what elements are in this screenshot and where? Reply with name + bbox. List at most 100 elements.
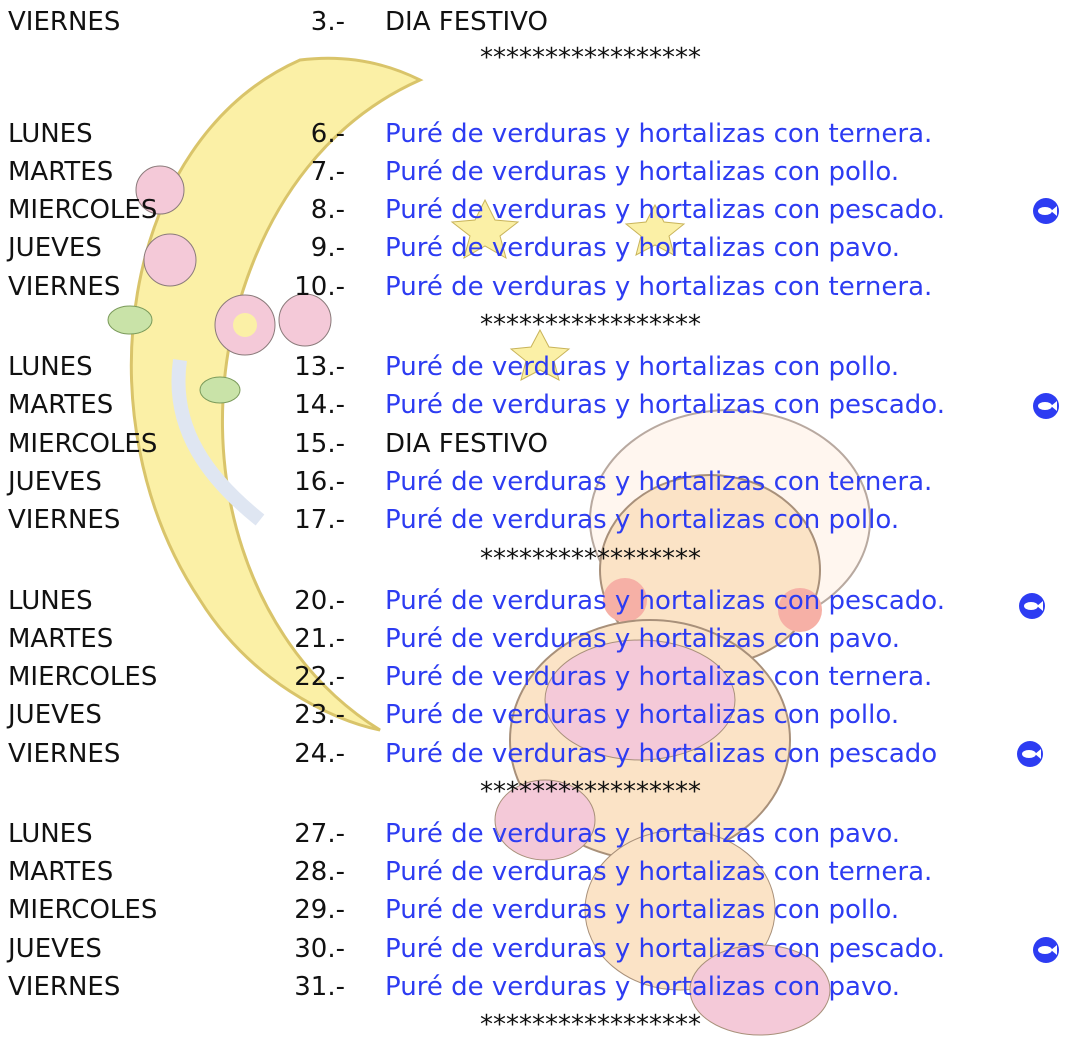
day: MARTES	[8, 624, 114, 654]
day-number: 23.-	[294, 700, 345, 730]
day: MARTES	[8, 857, 114, 887]
fish-icon	[1033, 198, 1059, 224]
menu-row: MIERCOLES 8.- Puré de verduras y hortaliza…	[0, 195, 1068, 225]
day-number: 15.-	[294, 429, 345, 459]
menu-row: JUEVES 23.- Puré de verduras y hortalizas …	[0, 700, 1068, 730]
day: MIERCOLES	[8, 895, 158, 925]
dish: Puré de verduras y hortalizas con pollo.	[385, 157, 900, 187]
menu-row: VIERNES 3.- DIA FESTIVO	[0, 7, 1068, 37]
dish: Puré de verduras y hortalizas con pollo.	[385, 895, 900, 925]
day-number: 28.-	[294, 857, 345, 887]
menu-row: MARTES 14.- Puré de verduras y hortalizas …	[0, 390, 1068, 420]
menu-row: VIERNES 31.- Puré de verduras y hortalizas…	[0, 972, 1068, 1002]
menu-row: MIERCOLES 22.- Puré de verduras y hortaliz…	[0, 662, 1068, 692]
day-number: 14.-	[294, 390, 345, 420]
day-number: 7.-	[310, 157, 345, 187]
separator: *****************	[480, 544, 701, 574]
dish: Puré de verduras y hortalizas con pavo.	[385, 819, 901, 849]
day: MARTES	[8, 157, 114, 187]
day: JUEVES	[8, 233, 102, 263]
day: MIERCOLES	[8, 195, 158, 225]
menu-row: JUEVES 16.- Puré de verduras y hortalizas …	[0, 467, 1068, 497]
dish: DIA FESTIVO	[385, 429, 548, 459]
day-number: 30.-	[294, 934, 345, 964]
day: MARTES	[8, 390, 114, 420]
flowers	[107, 165, 332, 526]
fish-icon	[1017, 741, 1043, 767]
day: VIERNES	[8, 739, 121, 769]
day-number: 29.-	[294, 895, 345, 925]
dish: DIA FESTIVO	[385, 7, 548, 37]
dish: Puré de verduras y hortalizas con pavo.	[385, 624, 901, 654]
menu-row: MARTES 21.- Puré de verduras y hortalizas …	[0, 624, 1068, 654]
day: JUEVES	[8, 700, 102, 730]
separator: *****************	[480, 777, 701, 807]
day-number: 27.-	[294, 819, 345, 849]
day-number: 3.-	[310, 7, 345, 37]
day: VIERNES	[8, 972, 121, 1002]
fish-icon	[1033, 937, 1059, 963]
day: JUEVES	[8, 467, 102, 497]
dish: Puré de verduras y hortalizas con pollo.	[385, 700, 900, 730]
separator: *****************	[480, 43, 701, 73]
menu-row: MARTES 7.- Puré de verduras y hortalizas c…	[0, 157, 1068, 187]
dish: Puré de verduras y hortalizas con terner…	[385, 119, 933, 149]
menu-row: JUEVES 30.- Puré de verduras y hortalizas …	[0, 934, 1068, 964]
day: LUNES	[8, 119, 93, 149]
menu-row: VIERNES 17.- Puré de verduras y hortalizas…	[0, 505, 1068, 535]
stars	[450, 198, 686, 381]
day: VIERNES	[8, 272, 121, 302]
separator: *****************	[480, 1010, 701, 1040]
day: VIERNES	[8, 505, 121, 535]
menu-row: LUNES 20.- Puré de verduras y hortalizas c…	[0, 586, 1068, 616]
day-number: 24.-	[294, 739, 345, 769]
menu-row: VIERNES 10.- Puré de verduras y hortalizas…	[0, 272, 1068, 302]
day-number: 20.-	[294, 586, 345, 616]
menu-row: LUNES 27.- Puré de verduras y hortalizas c…	[0, 819, 1068, 849]
day-number: 22.-	[294, 662, 345, 692]
menu-row: MARTES 28.- Puré de verduras y hortalizas …	[0, 857, 1068, 887]
dish: Puré de verduras y hortalizas con pescad…	[385, 195, 946, 225]
menu-row: MIERCOLES 15.- DIA FESTIVO	[0, 429, 1068, 459]
day: JUEVES	[8, 934, 102, 964]
fish-icon	[1033, 393, 1059, 419]
day-number: 8.-	[310, 195, 345, 225]
day: MIERCOLES	[8, 662, 158, 692]
dish: Puré de verduras y hortalizas con pavo.	[385, 972, 901, 1002]
fish-icon	[1019, 593, 1045, 619]
menu-row: LUNES 6.- Puré de verduras y hortalizas co…	[0, 119, 1068, 149]
moon	[129, 56, 424, 732]
dish: Puré de verduras y hortalizas con terner…	[385, 467, 933, 497]
dish: Puré de verduras y hortalizas con terner…	[385, 857, 933, 887]
dish: Puré de verduras y hortalizas con pescad…	[385, 739, 938, 769]
day: LUNES	[8, 586, 93, 616]
day-number: 9.-	[310, 233, 345, 263]
day-number: 10.-	[294, 272, 345, 302]
baby	[494, 409, 871, 1036]
day-number: 16.-	[294, 467, 345, 497]
dish: Puré de verduras y hortalizas con pescad…	[385, 934, 946, 964]
dish: Puré de verduras y hortalizas con pavo.	[385, 233, 901, 263]
menu-row: LUNES 13.- Puré de verduras y hortalizas c…	[0, 352, 1068, 382]
menu-row: VIERNES 24.- Puré de verduras y hortalizas…	[0, 739, 1068, 769]
dish: Puré de verduras y hortalizas con pescad…	[385, 390, 946, 420]
dish: Puré de verduras y hortalizas con pollo.	[385, 505, 900, 535]
day: LUNES	[8, 819, 93, 849]
day-number: 17.-	[294, 505, 345, 535]
day: MIERCOLES	[8, 429, 158, 459]
menu-row: JUEVES 9.- Puré de verduras y hortalizas c…	[0, 233, 1068, 263]
day-number: 13.-	[294, 352, 345, 382]
day-number: 31.-	[294, 972, 345, 1002]
day: VIERNES	[8, 7, 121, 37]
day: LUNES	[8, 352, 93, 382]
day-number: 21.-	[294, 624, 345, 654]
menu-row: MIERCOLES 29.- Puré de verduras y hortaliz…	[0, 895, 1068, 925]
dish: Puré de verduras y hortalizas con pollo.	[385, 352, 900, 382]
dish: Puré de verduras y hortalizas con terner…	[385, 272, 933, 302]
dish: Puré de verduras y hortalizas con pescad…	[385, 586, 946, 616]
dish: Puré de verduras y hortalizas con terner…	[385, 662, 933, 692]
separator: *****************	[480, 310, 701, 340]
day-number: 6.-	[310, 119, 345, 149]
